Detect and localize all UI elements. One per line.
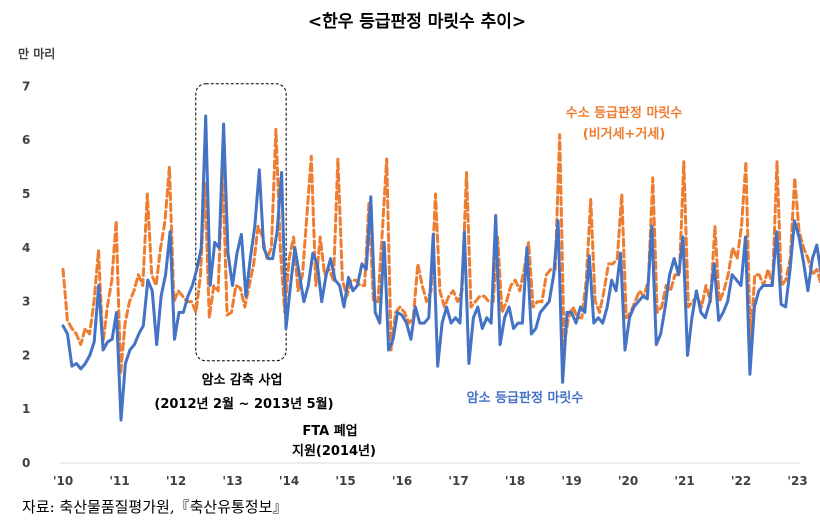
source-note: 자료: 축산물품질평가원,『축산유통정보』 [22,498,288,516]
fta-label-title: FTA 폐업 [302,424,357,439]
fta-label-year: 지원(2014년) [292,444,376,459]
y-tick-label: 2 [22,348,30,362]
y-tick-label: 7 [22,79,30,93]
x-tick-label: '22 [731,474,751,488]
x-tick-label: '12 [166,474,186,488]
y-tick-label: 5 [22,187,30,201]
y-tick-label: 1 [22,402,30,416]
box-label-title: 암소 감축 사업 [202,372,283,388]
y-tick-labels: 0 1 2 3 4 5 6 7 [22,79,30,470]
y-tick-label: 0 [22,456,30,470]
y-tick-label: 6 [22,133,30,147]
series-label-bull: 수소 등급판정 마릿수 [566,105,683,121]
y-tick-label: 3 [22,295,30,309]
series-label-cow: 암소 등급판정 마릿수 [467,390,584,406]
x-tick-label: '11 [109,474,129,488]
x-tick-label: '16 [392,474,412,488]
y-axis-label: 만 마리 [18,46,55,61]
x-tick-label: '19 [561,474,581,488]
x-tick-label: '10 [53,474,73,488]
highlight-box [195,83,287,362]
series-line-cow [61,114,820,422]
x-tick-label: '18 [505,474,525,488]
x-tick-label: '15 [335,474,355,488]
x-tick-label: '13 [222,474,242,488]
x-tick-label: '14 [279,474,299,488]
y-tick-label: 4 [22,241,30,255]
x-tick-label: '20 [618,474,638,488]
x-tick-label: '23 [787,474,807,488]
series-sublabel-bull: (비거세+거세) [583,127,666,142]
series-layer [61,114,820,422]
box-label-period: (2012년 2월 ~ 2013년 5월) [154,396,333,412]
x-tick-label: '21 [674,474,694,488]
chart-title: <한우 등급판정 마릿수 추이> [308,12,526,32]
x-tick-label: '17 [448,474,468,488]
x-tick-labels: '10 '11 '12 '13 '14 '15 '16 '17 '18 '19 '20 '21 '22 '… [53,474,808,488]
